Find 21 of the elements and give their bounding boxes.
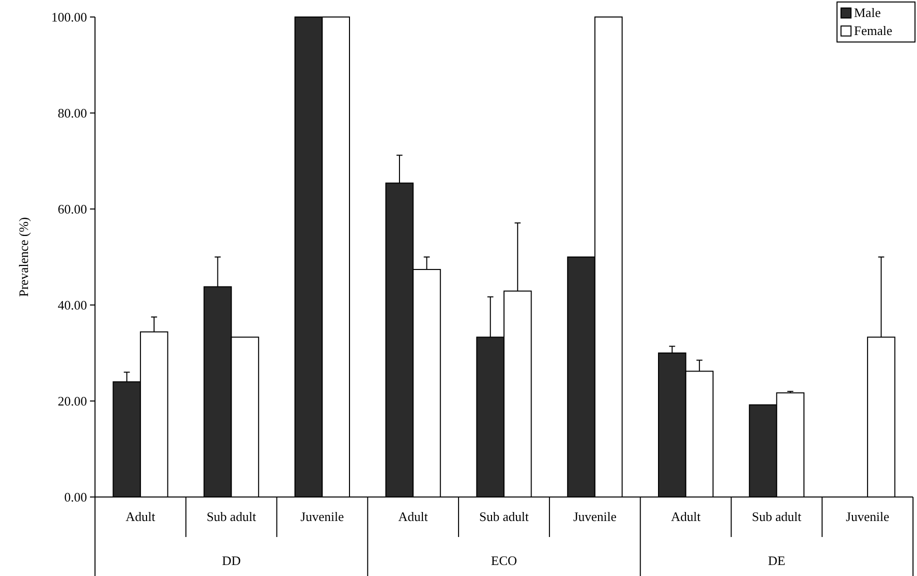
x-tick-label: Sub adult [206,509,256,524]
y-tick-label: 60.00 [58,202,87,217]
y-tick-label: 100.00 [51,10,87,25]
x-tick-label: Adult [670,509,701,524]
y-axis-title: Prevalence (%) [16,217,31,297]
y-tick-label: 80.00 [58,106,87,121]
y-tick-label: 20.00 [58,394,87,409]
x-tick-label: Sub adult [479,509,530,524]
x-tick-label: Adult [398,509,428,524]
x-tick-label: Juvenile [846,509,890,524]
text: DD [222,553,241,568]
x-tick-label: Juvenile [300,509,344,524]
x-tick-label: Adult [126,509,156,524]
text: DE [768,553,786,568]
y-tick-label: 0.00 [64,490,87,505]
x-tick-label: Juvenile [573,509,617,524]
legend-label: Male [854,5,881,20]
legend-label: Female [854,23,892,38]
text: ECO [491,553,517,568]
x-tick-label: Sub adult [752,509,802,524]
y-tick-label: 40.00 [58,298,87,313]
